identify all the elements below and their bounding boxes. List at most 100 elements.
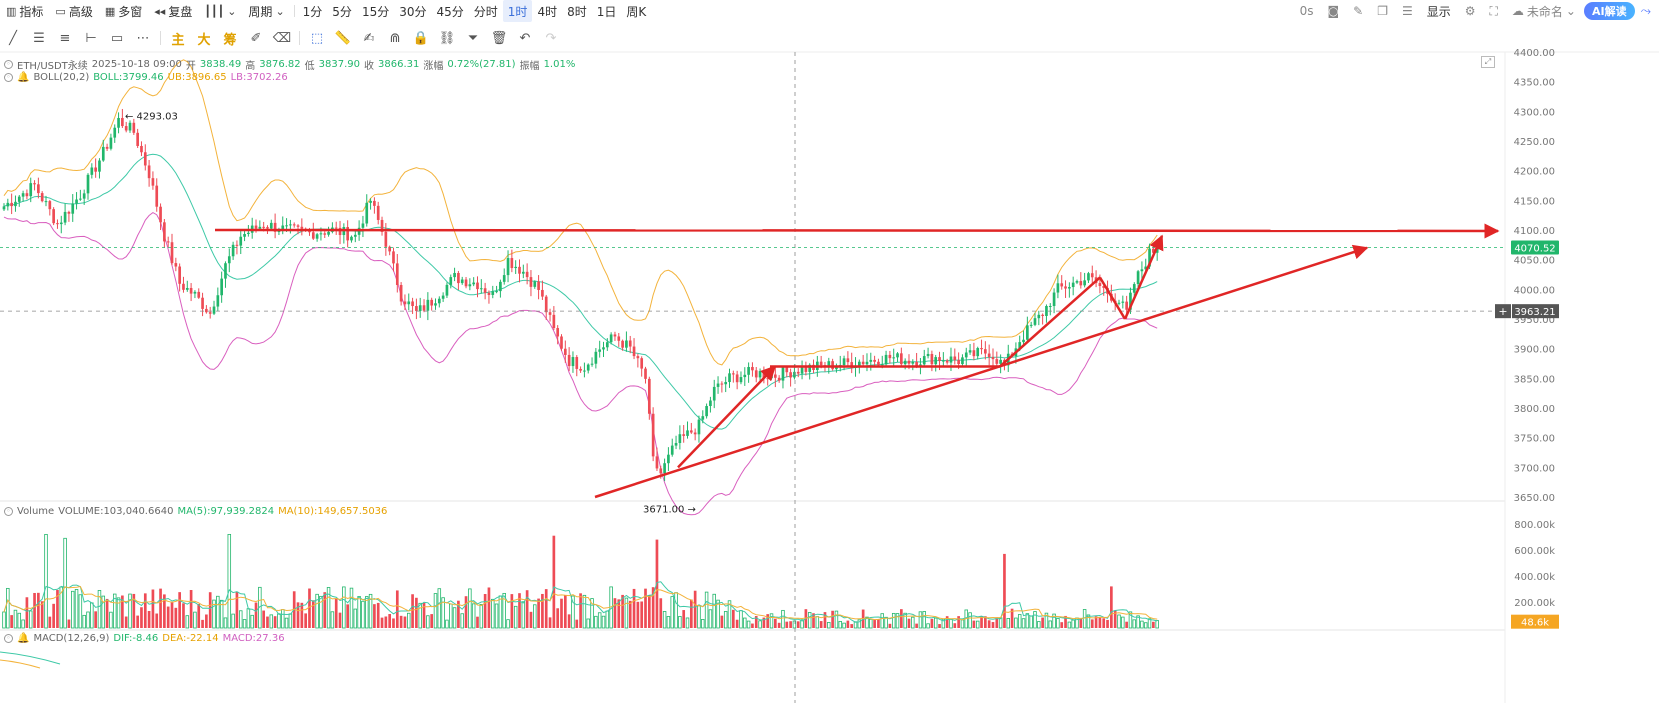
period-option[interactable]: 分时: [473, 4, 498, 19]
advanced-button[interactable]: ▭ 高级: [49, 0, 98, 22]
candle-body: [525, 271, 529, 278]
volume-bar: [521, 601, 526, 629]
display-button[interactable]: 显示: [1426, 4, 1451, 19]
layout-name-button[interactable]: ☁ 未命名 ⌄: [1506, 3, 1582, 20]
period-option[interactable]: 1日: [596, 4, 617, 19]
candle-body: [185, 287, 189, 290]
brush-icon[interactable]: ✍: [363, 30, 375, 46]
lock-icon[interactable]: 🔒: [412, 30, 430, 46]
volume-bar: [457, 600, 460, 628]
volume-bar: [746, 620, 751, 629]
chip-toggle[interactable]: 筹: [223, 32, 237, 48]
edit-layout-icon[interactable]: ✐: [250, 30, 262, 46]
ai-read-button[interactable]: AI解读: [1583, 2, 1635, 20]
eye-icon[interactable]: ◦: [4, 73, 13, 82]
period-option[interactable]: 15分: [361, 4, 390, 19]
candle-icon: ┃┃┃: [204, 4, 225, 18]
undo-icon[interactable]: ↶: [519, 30, 531, 46]
wave-arrow: [1123, 234, 1164, 320]
candle-body: [1144, 266, 1148, 270]
candle-body: [804, 366, 808, 372]
volume-bar: [70, 590, 75, 629]
more-icon[interactable]: ⋯: [136, 30, 150, 46]
cursor-select-icon[interactable]: ⬚: [310, 30, 324, 46]
period-option[interactable]: 5分: [332, 4, 352, 19]
volume-bar: [900, 609, 903, 628]
candle-body: [426, 299, 430, 311]
candle-body: [926, 353, 930, 357]
trend-line-icon[interactable]: ╱: [9, 30, 17, 46]
volume-value: VOLUME:103,040.6640: [58, 506, 174, 517]
period-option[interactable]: 1时: [502, 0, 533, 22]
eye-icon[interactable]: ◦: [4, 60, 13, 69]
candle-body: [17, 196, 21, 202]
volume-bar: [494, 603, 499, 629]
replay-button[interactable]: ◂◂ 复盘: [148, 0, 198, 22]
volume-bar: [193, 611, 197, 629]
pencil-icon[interactable]: ✎: [1353, 4, 1364, 18]
magnet-icon[interactable]: ⋒: [389, 30, 401, 46]
copy-icon[interactable]: ❐: [1377, 4, 1388, 18]
period-option[interactable]: 8时: [567, 4, 587, 19]
filter-icon[interactable]: ⏷: [467, 30, 479, 46]
horizontal-ray-icon[interactable]: ⊢: [85, 30, 97, 46]
candle-body: [1087, 273, 1090, 281]
volume-bar: [613, 598, 617, 628]
volume-bar: [197, 603, 201, 628]
indicators-button[interactable]: ▥ 指标: [0, 0, 49, 22]
volume-tick-label: 400.00k: [1514, 572, 1555, 583]
expand-icon[interactable]: ⤢: [1481, 56, 1495, 68]
candle-body: [14, 201, 17, 207]
candle-body: [632, 346, 636, 357]
period-option[interactable]: 45分: [436, 4, 464, 19]
gear-icon[interactable]: ⚙: [1464, 4, 1476, 18]
candle-body: [453, 272, 456, 278]
chart-type-button[interactable]: ┃┃┃ ⌄: [198, 0, 242, 22]
link-icon[interactable]: ⛓: [438, 30, 456, 46]
candle-body: [651, 413, 655, 457]
multi-window-button[interactable]: ▦ 多窗: [99, 0, 148, 22]
eye-icon[interactable]: ◦: [4, 507, 13, 516]
candle-body: [216, 295, 220, 307]
volume-bar: [873, 619, 876, 628]
candle-body: [1045, 306, 1048, 316]
parallel-channel-icon[interactable]: ≡: [59, 30, 71, 46]
ruler-icon[interactable]: 📏: [334, 30, 352, 46]
volume-bar: [235, 591, 239, 628]
candle-body: [220, 278, 223, 296]
eraser-icon[interactable]: ⌫: [272, 30, 292, 46]
horizontal-lines-icon[interactable]: ☰: [33, 30, 45, 46]
period-option[interactable]: 周K: [626, 4, 647, 19]
volume-bar: [1102, 618, 1106, 628]
bars-icon: ▥: [6, 4, 17, 18]
macd-legend: ◦ 🔔 MACD(12,26,9) DIF:-8.46 DEA:-22.14 M…: [4, 633, 285, 644]
volume-bar: [1056, 618, 1060, 629]
candle-body: [445, 284, 449, 296]
candle-body: [640, 358, 644, 369]
eye-icon[interactable]: ◦: [4, 634, 13, 643]
period-option[interactable]: 4时: [537, 4, 558, 19]
period-option[interactable]: 30分: [399, 4, 427, 19]
volume-bar: [621, 594, 624, 628]
redo-icon[interactable]: ↷: [545, 30, 557, 46]
fullscreen-icon[interactable]: ⛶: [1489, 3, 1498, 18]
period-option[interactable]: 1分: [302, 4, 323, 19]
volume-bar: [819, 621, 823, 628]
bell-icon[interactable]: 🔔: [17, 72, 30, 83]
large-order-toggle[interactable]: 大: [197, 32, 211, 48]
list-icon[interactable]: ☰: [1401, 4, 1413, 18]
trash-icon[interactable]: 🗑: [490, 30, 508, 46]
bell-icon[interactable]: 🔔: [17, 633, 30, 644]
rectangle-icon[interactable]: ▭: [110, 30, 124, 46]
share-icon[interactable]: ⤳: [1640, 3, 1651, 19]
volume-bar: [136, 615, 139, 628]
volume-bar: [1048, 620, 1053, 629]
main-chart-toggle[interactable]: 主: [171, 32, 185, 48]
volume-bar: [2, 611, 6, 629]
candle-body: [384, 231, 388, 247]
candle-body: [422, 305, 426, 311]
period-dropdown[interactable]: 周期 ⌄: [242, 0, 290, 22]
candle-body: [984, 349, 987, 354]
camera-icon[interactable]: ◙: [1327, 4, 1340, 18]
